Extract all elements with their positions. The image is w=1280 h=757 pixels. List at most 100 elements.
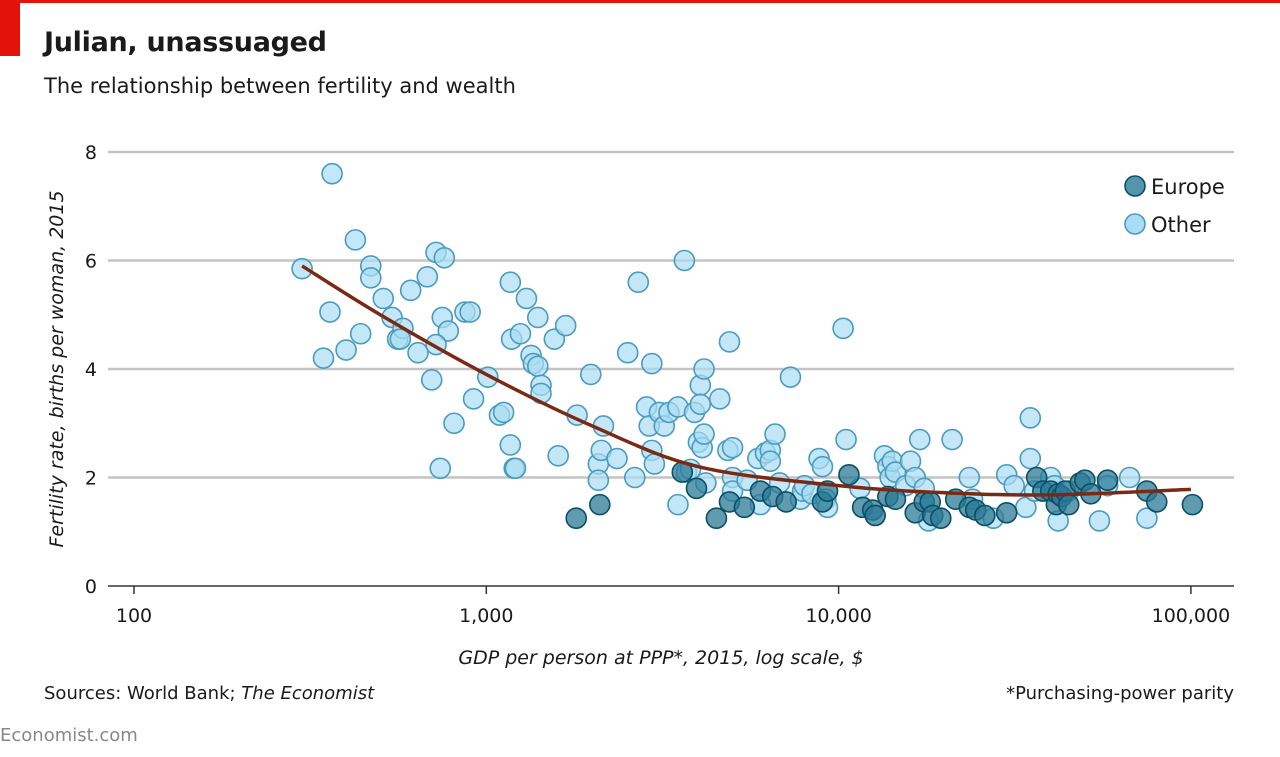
- other-point: [708, 388, 731, 410]
- brand-red-block: [0, 0, 20, 56]
- other-point: [624, 466, 646, 489]
- other-point: [721, 436, 744, 459]
- other-point: [693, 423, 715, 445]
- other-point: [492, 401, 515, 424]
- chart-subtitle: The relationship between fertility and w…: [44, 74, 516, 98]
- other-point: [515, 287, 538, 310]
- other-point: [429, 457, 452, 480]
- other-point: [667, 493, 689, 516]
- europe-point: [733, 496, 756, 519]
- europe-point: [705, 507, 728, 529]
- x-tick-label: 100,000: [1152, 605, 1231, 627]
- other-point: [443, 412, 465, 435]
- other-point: [673, 249, 696, 272]
- other-point: [606, 447, 628, 470]
- other-point: [1019, 407, 1042, 429]
- other-point: [462, 388, 485, 410]
- other-point: [941, 428, 963, 451]
- europe-point: [1096, 469, 1119, 492]
- europe-point: [589, 493, 611, 516]
- other-point: [312, 347, 335, 369]
- chart-title: Julian, unassuaged: [44, 27, 327, 58]
- brand-watermark: Economist.com: [0, 725, 138, 746]
- legend-other-label: Other: [1151, 213, 1211, 237]
- europe-point: [838, 463, 860, 486]
- other-point: [433, 246, 456, 269]
- other-point: [764, 423, 786, 445]
- other-point: [1088, 510, 1111, 532]
- source-italic: The Economist: [241, 683, 375, 704]
- other-point: [321, 162, 343, 185]
- legend-europe-marker: [1124, 175, 1146, 197]
- x-tick-label: 10,000: [805, 605, 871, 627]
- other-point: [958, 466, 981, 489]
- legend: Europe Other: [1124, 175, 1225, 237]
- europe-point: [995, 501, 1018, 524]
- trend-line: [301, 264, 1191, 497]
- europe-point: [1181, 493, 1204, 516]
- y-tick-label: 8: [85, 142, 97, 164]
- y-tick-label: 6: [85, 251, 97, 273]
- other-point: [718, 331, 741, 353]
- other-point: [641, 352, 663, 375]
- other-point: [372, 287, 395, 310]
- other-point: [499, 434, 522, 456]
- other-point: [359, 267, 382, 289]
- other-point: [509, 322, 532, 345]
- europe-point: [1145, 491, 1168, 513]
- other-point: [291, 257, 313, 280]
- other-point: [835, 428, 857, 451]
- y-tick-label: 0: [85, 576, 97, 598]
- legend-europe-label: Europe: [1151, 175, 1225, 199]
- other-point: [908, 428, 931, 451]
- europe-point: [1057, 493, 1080, 516]
- other-point: [344, 229, 367, 251]
- other-point: [499, 271, 522, 294]
- other-point: [504, 457, 527, 480]
- other-point: [420, 369, 443, 391]
- x-tick-label: 100: [116, 605, 152, 627]
- other-point: [407, 341, 429, 364]
- other-point: [437, 320, 460, 342]
- other-point: [526, 306, 549, 329]
- x-axis-label: GDP per person at PPP*, 2015, log scale,…: [458, 647, 863, 669]
- other-point: [627, 271, 650, 294]
- other-point: [319, 301, 341, 323]
- other-point: [416, 265, 439, 288]
- other-point: [389, 328, 412, 350]
- other-point: [759, 450, 782, 473]
- top-accent-line: [0, 0, 1280, 3]
- y-axis-label: Fertility rate, births per woman, 2015: [46, 190, 68, 547]
- europe-point: [565, 507, 588, 529]
- europe-point: [973, 504, 996, 527]
- europe-point: [929, 507, 952, 529]
- other-point: [399, 279, 422, 302]
- europe-point: [775, 491, 797, 513]
- x-tick-label: 1,000: [459, 605, 513, 627]
- other-point: [335, 339, 357, 361]
- legend-other-marker: [1124, 213, 1146, 235]
- other-point: [1003, 474, 1025, 497]
- other-point: [1118, 466, 1141, 489]
- other-point: [811, 455, 834, 478]
- other-point: [693, 358, 715, 380]
- other-point: [459, 301, 481, 323]
- other-point: [580, 363, 602, 386]
- source-note: Sources: World Bank; The Economist: [44, 683, 374, 704]
- footnote: *Purchasing-power parity: [1006, 683, 1234, 704]
- other-point: [547, 444, 570, 467]
- other-point: [689, 393, 712, 416]
- other-point: [1019, 447, 1042, 470]
- other-point: [554, 314, 577, 337]
- europe-point: [685, 477, 708, 500]
- other-point: [526, 355, 549, 378]
- europe-point: [864, 504, 886, 527]
- source-prefix: Sources: World Bank;: [44, 683, 242, 704]
- y-tick-label: 4: [85, 359, 97, 381]
- other-point: [587, 469, 610, 492]
- other-point: [779, 366, 802, 388]
- other-point: [1136, 507, 1158, 529]
- other-point: [349, 322, 372, 345]
- y-tick-label: 2: [85, 468, 97, 490]
